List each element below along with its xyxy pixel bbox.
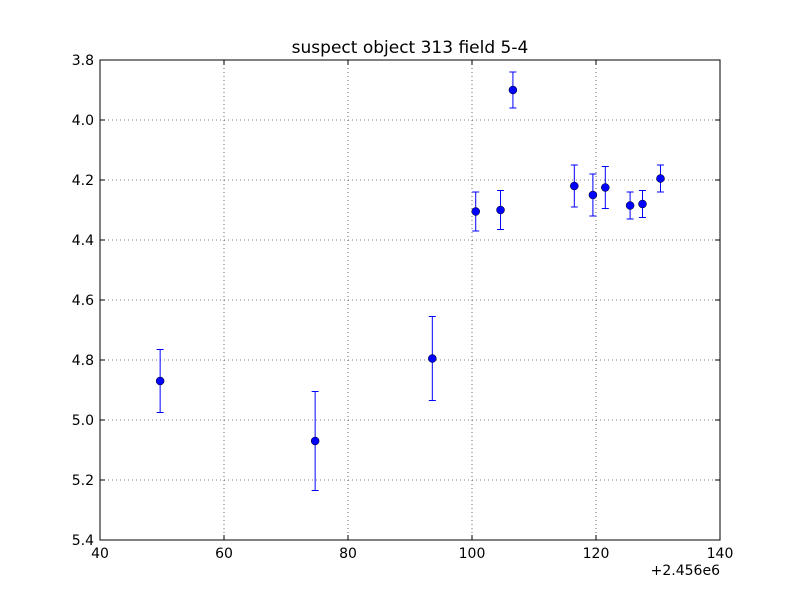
grid <box>100 60 720 540</box>
y-tick-label: 4.4 <box>72 233 94 249</box>
y-tick-label: 4.0 <box>72 113 94 129</box>
x-tick-label: 80 <box>339 546 357 562</box>
data-point <box>625 201 635 210</box>
y-tick-label: 4.6 <box>72 293 94 309</box>
y-tick-label: 4.8 <box>72 353 94 369</box>
x-tick-label: 60 <box>215 546 233 562</box>
y-tick-label: 5.2 <box>72 473 94 489</box>
y-tick-label: 5.4 <box>72 533 94 549</box>
data-point <box>588 190 598 200</box>
x-tick-label: 140 <box>707 546 734 562</box>
x-offset-label: +2.456e6 <box>651 563 720 579</box>
y-axis-ticks: 3.8 4.0 4.2 4.4 4.6 4.8 5.0 5.2 5.4 <box>72 53 720 549</box>
x-axis-ticks: 40 60 80 100 120 140 <box>91 60 733 562</box>
data-point <box>496 205 505 215</box>
y-tick-label: 3.8 <box>72 53 94 69</box>
x-tick-label: 40 <box>91 546 109 562</box>
x-tick-label: 120 <box>583 546 610 562</box>
data-point <box>471 207 480 216</box>
data-point <box>310 436 320 446</box>
data-points <box>155 85 665 446</box>
data-point <box>155 376 165 386</box>
data-point <box>601 183 610 192</box>
y-tick-label: 5.0 <box>72 413 94 429</box>
data-point <box>428 354 437 363</box>
chart-title: suspect object 313 field 5-4 <box>292 38 529 58</box>
data-point <box>508 85 518 95</box>
y-tick-label: 4.2 <box>72 173 94 189</box>
data-point <box>638 199 647 209</box>
data-point <box>570 181 579 191</box>
x-tick-label: 100 <box>459 546 486 562</box>
data-point <box>656 174 665 183</box>
